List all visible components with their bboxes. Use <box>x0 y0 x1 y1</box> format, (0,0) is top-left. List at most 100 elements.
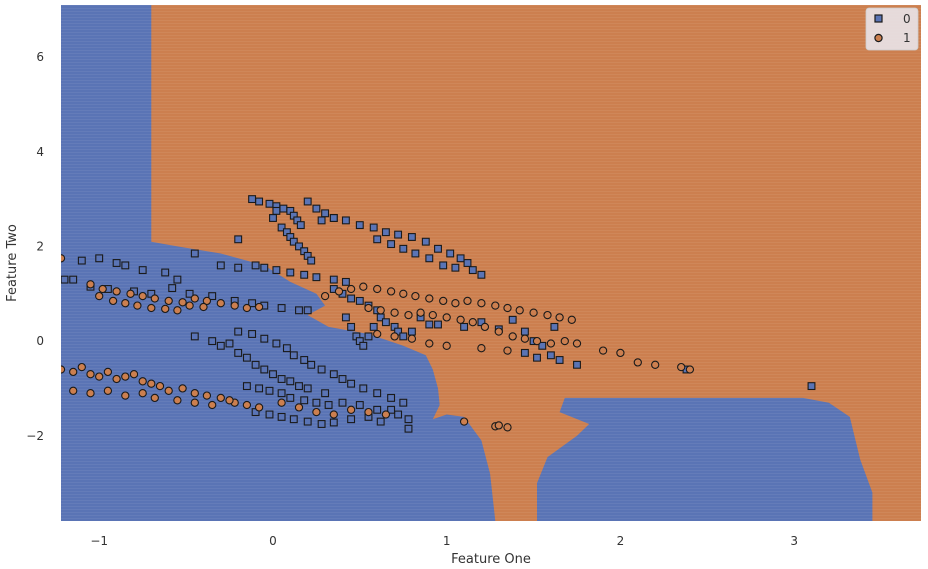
point-class-1 <box>86 280 95 289</box>
y-tick-label: −2 <box>26 429 44 443</box>
point-class-1 <box>677 362 686 372</box>
point-class-1 <box>69 367 78 377</box>
point-class-1 <box>390 332 399 341</box>
point-class-0 <box>341 313 350 322</box>
point-class-0 <box>286 377 295 386</box>
point-class-0 <box>520 327 529 336</box>
point-class-0 <box>468 266 477 275</box>
point-class-1 <box>112 374 121 384</box>
point-class-0 <box>286 268 295 277</box>
point-class-1 <box>515 306 524 315</box>
point-class-0 <box>248 299 257 308</box>
point-class-0 <box>387 405 396 414</box>
point-class-0 <box>399 332 408 341</box>
point-class-0 <box>317 420 326 428</box>
point-class-1 <box>346 284 356 294</box>
point-class-0 <box>269 370 277 379</box>
point-class-0 <box>355 221 364 230</box>
point-class-0 <box>456 254 465 263</box>
x-axis-label: Feature One <box>451 552 531 567</box>
point-class-1 <box>364 407 373 417</box>
point-class-0 <box>265 386 274 395</box>
point-class-0 <box>216 261 225 270</box>
point-class-0 <box>303 197 312 206</box>
point-class-1 <box>616 348 625 358</box>
point-class-1 <box>532 336 542 346</box>
point-class-1 <box>381 410 391 419</box>
point-class-0 <box>216 341 225 350</box>
point-class-1 <box>185 301 194 310</box>
point-class-1 <box>334 287 344 296</box>
point-class-1 <box>121 391 130 400</box>
point-class-1 <box>633 358 642 367</box>
point-class-0 <box>307 360 316 369</box>
point-class-0 <box>381 318 390 327</box>
point-class-0 <box>376 417 385 426</box>
raster-texture <box>61 5 921 521</box>
point-class-1 <box>133 301 142 310</box>
point-class-0 <box>546 351 555 360</box>
point-class-0 <box>373 235 382 244</box>
point-class-0 <box>260 334 269 343</box>
y-tick-label: 6 <box>36 50 44 64</box>
point-class-1 <box>685 365 695 374</box>
point-class-1 <box>103 367 113 377</box>
point-class-0 <box>463 259 472 267</box>
plot-area <box>61 5 921 521</box>
point-class-0 <box>477 270 486 279</box>
y-tick-label: 0 <box>36 334 44 348</box>
point-class-1 <box>598 346 608 355</box>
point-class-1 <box>254 403 264 412</box>
point-class-1 <box>164 296 173 306</box>
point-class-0 <box>399 398 408 407</box>
point-class-1 <box>103 386 113 395</box>
point-class-0 <box>251 360 260 369</box>
point-class-1 <box>147 303 156 313</box>
point-class-1 <box>216 393 225 403</box>
point-class-1 <box>173 396 182 405</box>
point-class-1 <box>138 291 147 301</box>
point-class-0 <box>272 339 281 348</box>
point-class-0 <box>369 223 378 232</box>
point-class-1 <box>346 405 356 414</box>
point-class-0 <box>411 249 420 258</box>
legend-marker-class-0 <box>874 14 883 23</box>
point-class-0 <box>317 216 326 225</box>
point-class-0 <box>321 389 330 398</box>
point-class-0 <box>520 348 529 357</box>
point-class-0 <box>338 398 347 407</box>
legend: 0 1 <box>865 7 919 51</box>
point-class-1 <box>376 306 385 315</box>
point-class-0 <box>359 384 368 393</box>
point-class-1 <box>61 254 66 263</box>
point-class-0 <box>338 375 347 383</box>
point-class-1 <box>277 398 286 407</box>
x-tick-label: −1 <box>90 534 108 548</box>
point-class-0 <box>138 266 147 275</box>
point-class-1 <box>442 313 451 322</box>
point-class-0 <box>381 228 390 237</box>
point-class-1 <box>555 313 564 322</box>
point-class-1 <box>126 289 135 298</box>
point-class-1 <box>529 308 538 317</box>
point-class-0 <box>168 284 177 293</box>
point-class-0 <box>272 206 281 215</box>
point-class-0 <box>347 379 356 388</box>
point-class-0 <box>508 315 517 324</box>
x-tick-label: 1 <box>443 534 451 548</box>
point-class-0 <box>312 398 321 407</box>
point-class-1 <box>451 299 460 308</box>
point-class-1 <box>108 296 118 306</box>
point-class-0 <box>550 322 559 331</box>
point-class-1 <box>463 296 472 306</box>
point-class-1 <box>425 294 434 303</box>
point-class-0 <box>242 382 251 391</box>
point-class-0 <box>95 254 104 263</box>
point-class-1 <box>98 284 107 294</box>
point-class-0 <box>439 261 448 270</box>
point-class-0 <box>364 332 373 341</box>
point-class-1 <box>320 291 330 301</box>
point-class-1 <box>404 310 413 320</box>
point-class-1 <box>373 284 382 294</box>
point-class-1 <box>428 310 437 320</box>
